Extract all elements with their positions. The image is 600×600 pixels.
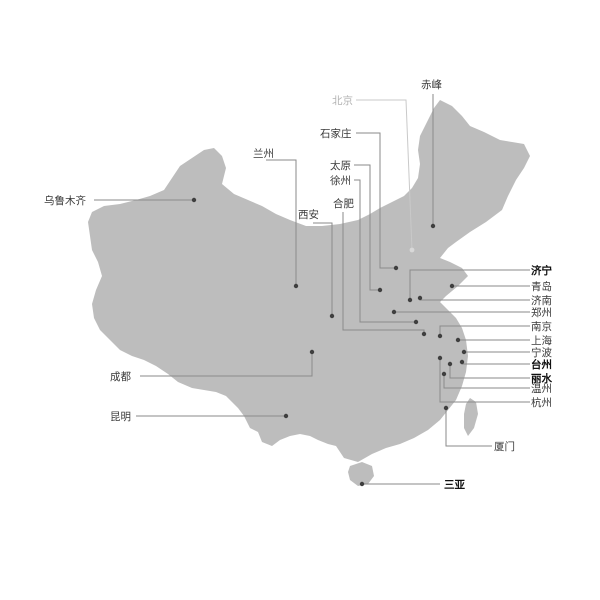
dot-shijiazhuang	[393, 265, 399, 271]
dot-chengdu	[309, 349, 315, 355]
dot-hangzhou	[437, 355, 443, 361]
dot-jinan	[417, 295, 423, 301]
label-taiyuan: 太原	[330, 159, 351, 172]
label-wenzhou: 温州	[531, 383, 552, 395]
label-urumqi: 乌鲁木齐	[44, 194, 86, 207]
leader-nanjing	[439, 325, 530, 336]
dot-shanghai	[455, 337, 461, 343]
label-taizhou: 台州	[531, 358, 552, 371]
label-hangzhou: 杭州	[531, 396, 552, 409]
dot-hefei	[421, 331, 427, 337]
label-lishui: 丽水	[531, 372, 552, 385]
label-ningbo: 宁波	[531, 346, 552, 359]
label-xuzhou: 徐州	[330, 174, 351, 187]
dot-zhengzhou	[391, 309, 397, 315]
dot-taizhou	[459, 359, 465, 365]
leader-wenzhou	[443, 374, 530, 389]
dot-qingdao	[449, 283, 455, 289]
dot-xuzhou	[413, 319, 419, 325]
label-sanya: 三亚	[444, 479, 465, 491]
leader-xuzhou	[354, 179, 416, 323]
dot-sanya	[359, 481, 365, 487]
leader-shijiazhuang	[356, 132, 396, 269]
dot-taiyuan	[377, 287, 383, 293]
mainland-china-shape	[88, 100, 530, 462]
dot-beijing	[409, 247, 415, 253]
dot-lanzhou	[293, 283, 299, 289]
dot-nanjing	[437, 333, 443, 339]
dot-urumqi	[191, 197, 197, 203]
city-labels: 乌鲁木齐 兰州 西安 成都 昆明 北京 赤峰 石家庄 太原 徐州 合肥 济宁 青…	[44, 79, 552, 491]
dot-wenzhou	[441, 371, 447, 377]
leader-taiyuan	[354, 164, 380, 291]
leader-taizhou	[461, 362, 530, 365]
dot-lishui	[447, 361, 453, 367]
label-kunming: 昆明	[110, 411, 131, 423]
label-xiamen: 厦门	[494, 440, 515, 453]
label-chifeng: 赤峰	[421, 79, 442, 91]
label-jining: 济宁	[531, 264, 552, 277]
label-chengdu: 成都	[110, 371, 131, 383]
leader-beijing	[356, 99, 413, 251]
label-lanzhou: 兰州	[253, 147, 274, 160]
leader-lishui	[449, 364, 530, 379]
leader-chengdu	[140, 352, 313, 377]
label-nanjing: 南京	[531, 320, 552, 333]
land-layer	[88, 100, 530, 486]
city-dots	[191, 197, 467, 487]
label-shijiazhuang: 石家庄	[320, 127, 352, 140]
label-hefei: 合肥	[333, 197, 354, 210]
label-jinan: 济南	[531, 294, 552, 307]
hainan-shape	[348, 462, 374, 486]
dot-xian	[329, 313, 335, 319]
label-xian: 西安	[298, 208, 319, 221]
label-qingdao: 青岛	[531, 280, 552, 293]
dot-xiamen	[443, 405, 449, 411]
leader-lanzhou	[266, 159, 297, 286]
dot-chifeng	[430, 223, 436, 229]
leader-hangzhou	[439, 358, 530, 403]
label-zhengzhou: 郑州	[531, 306, 552, 319]
leader-jining	[409, 269, 530, 300]
dot-kunming	[283, 413, 289, 419]
leader-xian	[313, 222, 333, 316]
dot-ningbo	[461, 349, 467, 355]
taiwan-shape	[464, 398, 478, 436]
dot-jining	[407, 297, 413, 303]
label-shanghai: 上海	[531, 334, 552, 347]
leader-xiamen	[445, 408, 492, 447]
label-beijing: 北京	[332, 94, 353, 107]
